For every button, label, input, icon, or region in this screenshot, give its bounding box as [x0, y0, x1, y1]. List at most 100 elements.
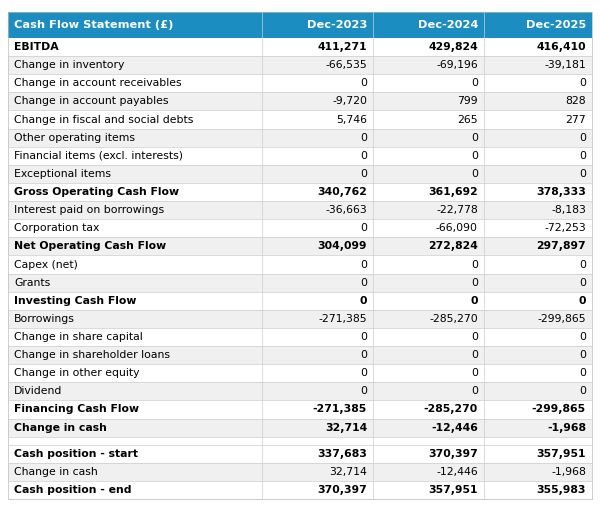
- Text: -36,663: -36,663: [325, 205, 367, 215]
- Bar: [262, 219, 373, 237]
- Bar: [484, 183, 592, 201]
- Bar: [262, 346, 373, 364]
- Text: -66,535: -66,535: [325, 60, 367, 70]
- Bar: [484, 165, 592, 183]
- Bar: [373, 328, 484, 346]
- Bar: [484, 292, 592, 310]
- Text: 0: 0: [579, 260, 586, 270]
- Text: 0: 0: [579, 332, 586, 342]
- Text: 370,397: 370,397: [317, 485, 367, 495]
- Text: 0: 0: [471, 133, 478, 142]
- Text: 0: 0: [360, 151, 367, 161]
- Bar: [373, 147, 484, 165]
- Text: 0: 0: [471, 278, 478, 288]
- Text: 0: 0: [471, 78, 478, 88]
- Text: 0: 0: [578, 296, 586, 306]
- Bar: [8, 310, 262, 328]
- Text: Other operating items: Other operating items: [14, 133, 135, 142]
- Bar: [262, 256, 373, 274]
- Bar: [373, 364, 484, 382]
- Bar: [8, 56, 262, 74]
- Text: 0: 0: [360, 169, 367, 179]
- Text: 0: 0: [360, 368, 367, 378]
- Bar: [484, 274, 592, 292]
- Text: Change in account receivables: Change in account receivables: [14, 78, 182, 88]
- Bar: [262, 237, 373, 256]
- Bar: [8, 38, 262, 56]
- Text: 0: 0: [360, 386, 367, 396]
- Text: 0: 0: [471, 169, 478, 179]
- Text: Corporation tax: Corporation tax: [14, 223, 100, 233]
- Bar: [262, 147, 373, 165]
- Bar: [8, 111, 262, 129]
- Bar: [8, 292, 262, 310]
- Bar: [262, 328, 373, 346]
- Bar: [484, 201, 592, 219]
- Text: -271,385: -271,385: [319, 314, 367, 324]
- Bar: [373, 165, 484, 183]
- Text: 0: 0: [579, 133, 586, 142]
- Bar: [262, 481, 373, 499]
- Bar: [262, 111, 373, 129]
- Text: -299,865: -299,865: [532, 405, 586, 415]
- Bar: [373, 201, 484, 219]
- Text: Change in other equity: Change in other equity: [14, 368, 139, 378]
- Bar: [373, 437, 484, 444]
- Text: Borrowings: Borrowings: [14, 314, 75, 324]
- Bar: [8, 274, 262, 292]
- Bar: [262, 400, 373, 419]
- Bar: [262, 274, 373, 292]
- Text: 0: 0: [471, 332, 478, 342]
- Bar: [484, 346, 592, 364]
- Text: 272,824: 272,824: [428, 241, 478, 251]
- Bar: [373, 419, 484, 437]
- Text: 355,983: 355,983: [536, 485, 586, 495]
- Text: 0: 0: [360, 223, 367, 233]
- Text: 416,410: 416,410: [536, 42, 586, 52]
- Text: 0: 0: [471, 151, 478, 161]
- Bar: [262, 92, 373, 111]
- Bar: [262, 364, 373, 382]
- Text: 411,271: 411,271: [317, 42, 367, 52]
- Text: -12,446: -12,446: [436, 467, 478, 477]
- Bar: [373, 74, 484, 92]
- Text: Net Operating Cash Flow: Net Operating Cash Flow: [14, 241, 166, 251]
- Text: 340,762: 340,762: [317, 187, 367, 197]
- Text: Dec-2025: Dec-2025: [526, 20, 586, 30]
- Text: Change in cash: Change in cash: [14, 467, 98, 477]
- Bar: [262, 183, 373, 201]
- Bar: [8, 328, 262, 346]
- Bar: [262, 310, 373, 328]
- Text: 304,099: 304,099: [317, 241, 367, 251]
- Bar: [262, 463, 373, 481]
- Text: 828: 828: [565, 96, 586, 107]
- Bar: [8, 237, 262, 256]
- Text: -72,253: -72,253: [544, 223, 586, 233]
- Bar: [484, 147, 592, 165]
- Bar: [8, 364, 262, 382]
- Text: Grants: Grants: [14, 278, 50, 288]
- Text: 32,714: 32,714: [329, 467, 367, 477]
- Text: 370,397: 370,397: [428, 449, 478, 459]
- Text: 265: 265: [457, 115, 478, 125]
- Text: 0: 0: [579, 350, 586, 360]
- Bar: [8, 256, 262, 274]
- Bar: [262, 74, 373, 92]
- Text: Dec-2024: Dec-2024: [418, 20, 478, 30]
- Text: 799: 799: [457, 96, 478, 107]
- Bar: [484, 419, 592, 437]
- Bar: [262, 201, 373, 219]
- Bar: [484, 382, 592, 400]
- Bar: [373, 92, 484, 111]
- Text: -1,968: -1,968: [551, 467, 586, 477]
- Text: Dividend: Dividend: [14, 386, 62, 396]
- Bar: [484, 219, 592, 237]
- Bar: [262, 382, 373, 400]
- Bar: [484, 310, 592, 328]
- Text: 0: 0: [470, 296, 478, 306]
- Bar: [8, 400, 262, 419]
- Text: Cash position - end: Cash position - end: [14, 485, 131, 495]
- Bar: [8, 201, 262, 219]
- Text: -285,270: -285,270: [424, 405, 478, 415]
- Bar: [262, 165, 373, 183]
